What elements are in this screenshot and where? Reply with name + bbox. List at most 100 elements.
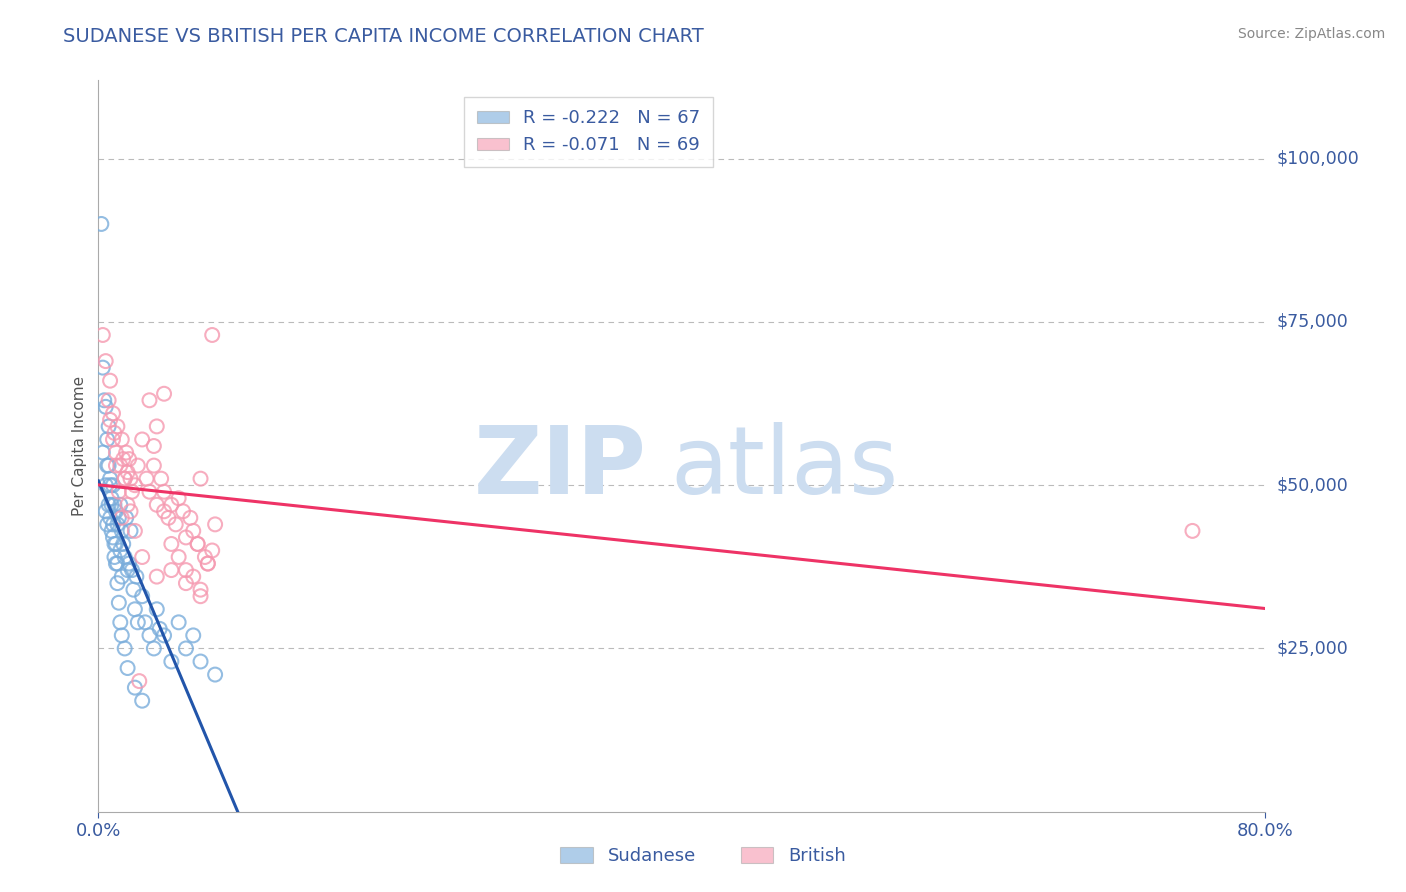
Point	[100, 498, 122, 512]
Point	[160, 563, 183, 577]
Point	[94, 400, 117, 414]
Point	[98, 478, 121, 492]
Point	[146, 569, 169, 583]
Point	[190, 589, 212, 603]
Point	[110, 543, 132, 558]
Text: Source: ZipAtlas.com: Source: ZipAtlas.com	[1237, 27, 1385, 41]
Point	[105, 517, 128, 532]
Point	[105, 557, 128, 571]
Point	[96, 433, 118, 447]
Point	[118, 557, 141, 571]
Point	[121, 484, 143, 499]
Point	[160, 537, 183, 551]
Point	[103, 549, 125, 564]
Point	[101, 530, 124, 544]
Point	[105, 419, 128, 434]
Point	[124, 524, 146, 538]
Legend: R = -0.222   N = 67, R = -0.071   N = 69: R = -0.222 N = 67, R = -0.071 N = 69	[464, 96, 713, 167]
Text: $75,000: $75,000	[1277, 313, 1348, 331]
Point	[153, 504, 176, 518]
Point	[114, 641, 136, 656]
Point	[131, 549, 153, 564]
Point	[114, 472, 136, 486]
Point	[97, 393, 120, 408]
Point	[104, 557, 127, 571]
Point	[110, 498, 132, 512]
Point	[204, 667, 226, 681]
Point	[103, 537, 125, 551]
Point	[201, 328, 224, 343]
Point	[134, 615, 156, 630]
Point	[127, 458, 149, 473]
Point	[91, 328, 114, 343]
Point	[127, 615, 149, 630]
Point	[103, 498, 125, 512]
Point	[172, 504, 194, 518]
Text: $25,000: $25,000	[1277, 640, 1348, 657]
Point	[91, 445, 114, 459]
Point	[96, 517, 118, 532]
Point	[204, 517, 226, 532]
Point	[111, 511, 134, 525]
Point	[190, 472, 212, 486]
Point	[190, 582, 212, 597]
Point	[138, 393, 160, 408]
Point	[153, 386, 176, 401]
Point	[110, 615, 132, 630]
Point	[117, 661, 139, 675]
Point	[157, 511, 180, 525]
Point	[167, 615, 190, 630]
Text: $50,000: $50,000	[1277, 476, 1348, 494]
Point	[104, 445, 127, 459]
Point	[111, 628, 134, 642]
Point	[149, 622, 172, 636]
Point	[98, 472, 121, 486]
Point	[138, 484, 160, 499]
Point	[100, 524, 122, 538]
Point	[128, 674, 150, 689]
Text: SUDANESE VS BRITISH PER CAPITA INCOME CORRELATION CHART: SUDANESE VS BRITISH PER CAPITA INCOME CO…	[63, 27, 704, 45]
Point	[142, 439, 165, 453]
Point	[93, 393, 115, 408]
Point	[96, 458, 118, 473]
Point	[115, 511, 138, 525]
Point	[111, 433, 134, 447]
Point	[94, 354, 117, 368]
Point	[111, 524, 134, 538]
Point	[138, 628, 160, 642]
Point	[112, 537, 135, 551]
Y-axis label: Per Capita Income: Per Capita Income	[72, 376, 87, 516]
Point	[98, 511, 121, 525]
Legend: Sudanese, British: Sudanese, British	[554, 839, 852, 872]
Point	[104, 458, 127, 473]
Text: ZIP: ZIP	[474, 422, 647, 514]
Point	[125, 569, 148, 583]
Point	[174, 530, 197, 544]
Point	[179, 511, 201, 525]
Point	[181, 569, 204, 583]
Point	[103, 425, 125, 440]
Point	[117, 498, 139, 512]
Point	[165, 517, 187, 532]
Point	[98, 413, 121, 427]
Point	[108, 511, 131, 525]
Point	[135, 472, 157, 486]
Point	[120, 472, 142, 486]
Point	[117, 465, 139, 479]
Point	[174, 576, 197, 591]
Point	[174, 563, 197, 577]
Point	[112, 452, 135, 467]
Point	[121, 563, 143, 577]
Point	[142, 641, 165, 656]
Point	[187, 537, 209, 551]
Point	[101, 406, 124, 420]
Point	[201, 543, 224, 558]
Point	[98, 374, 121, 388]
Text: atlas: atlas	[671, 422, 898, 514]
Point	[90, 217, 112, 231]
Point	[97, 419, 120, 434]
Point	[114, 549, 136, 564]
Point	[150, 472, 173, 486]
Point	[124, 602, 146, 616]
Point	[91, 360, 114, 375]
